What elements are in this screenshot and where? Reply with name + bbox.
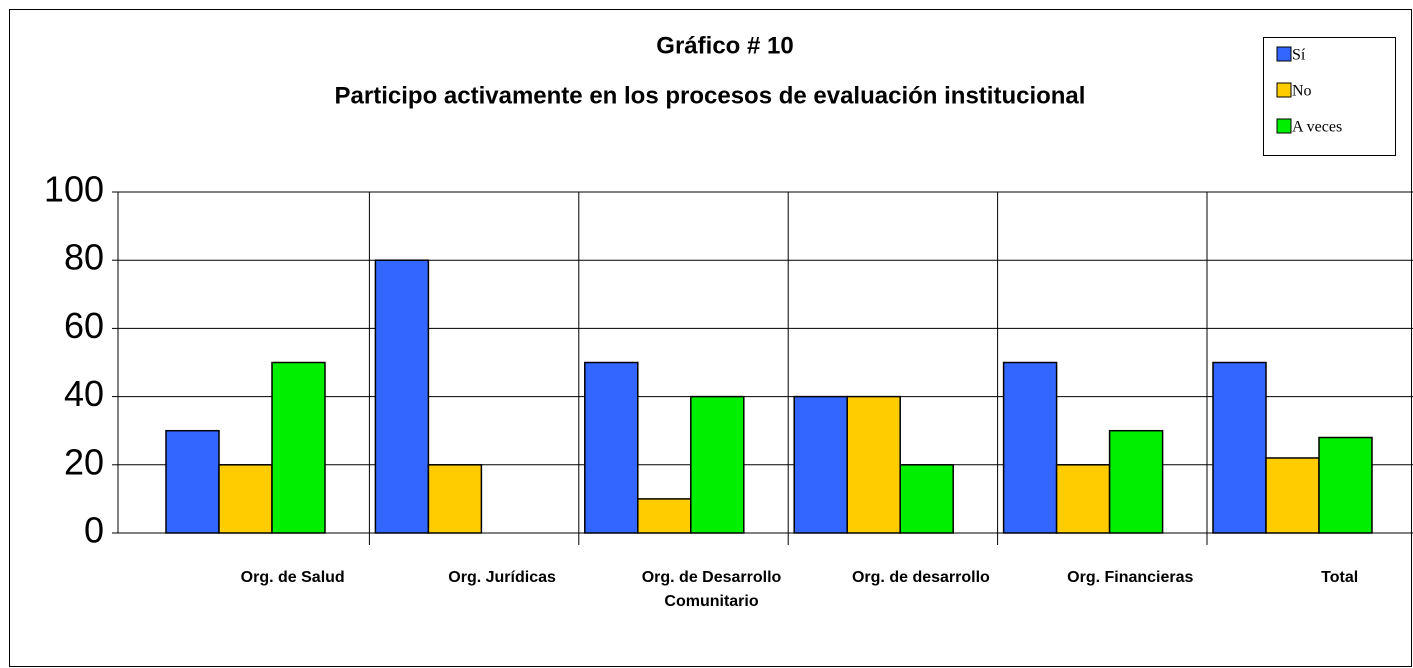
bar xyxy=(1265,457,1320,534)
legend-label: No xyxy=(1292,83,1312,100)
y-tick-label: 80 xyxy=(64,237,104,278)
y-tick-label: 100 xyxy=(44,169,104,210)
y-tick-label: 0 xyxy=(84,510,104,551)
y-tick-label: 20 xyxy=(64,441,104,482)
x-tick-label: Org. de Desarrollo Comunitario xyxy=(641,569,782,610)
bar xyxy=(1318,436,1373,534)
bar xyxy=(690,395,745,534)
bar xyxy=(1002,361,1058,534)
bar xyxy=(846,395,901,534)
bar xyxy=(793,395,848,534)
bar xyxy=(165,429,220,534)
bar xyxy=(1055,464,1111,534)
bar xyxy=(1212,361,1267,534)
legend-swatch xyxy=(1276,118,1292,134)
bar xyxy=(637,498,692,534)
y-tick-label: 60 xyxy=(64,305,104,346)
bar xyxy=(427,464,483,534)
bar xyxy=(218,464,273,534)
chart-title: Gráfico # 10 xyxy=(656,32,793,59)
bar xyxy=(899,464,954,534)
chart-border xyxy=(9,9,1412,667)
x-tick-label: Total xyxy=(1321,569,1359,586)
x-tick-label: Org. de desarrollo xyxy=(851,569,990,586)
x-tick-label: Org. de Salud xyxy=(240,569,345,586)
y-tick-label: 40 xyxy=(64,373,104,414)
legend-swatch xyxy=(1276,82,1292,98)
legend-label: A veces xyxy=(1292,119,1342,136)
x-tick-label: Org. Jurídicas xyxy=(448,569,556,586)
x-tick-label: Org. Financieras xyxy=(1067,569,1194,586)
bar xyxy=(584,361,639,534)
bar xyxy=(374,259,430,534)
bar xyxy=(1108,429,1164,534)
legend-label: Sí xyxy=(1292,47,1306,64)
chart-subtitle: Participo activamente en los procesos de… xyxy=(335,82,1086,109)
bar xyxy=(271,361,326,534)
legend-swatch xyxy=(1276,46,1292,62)
